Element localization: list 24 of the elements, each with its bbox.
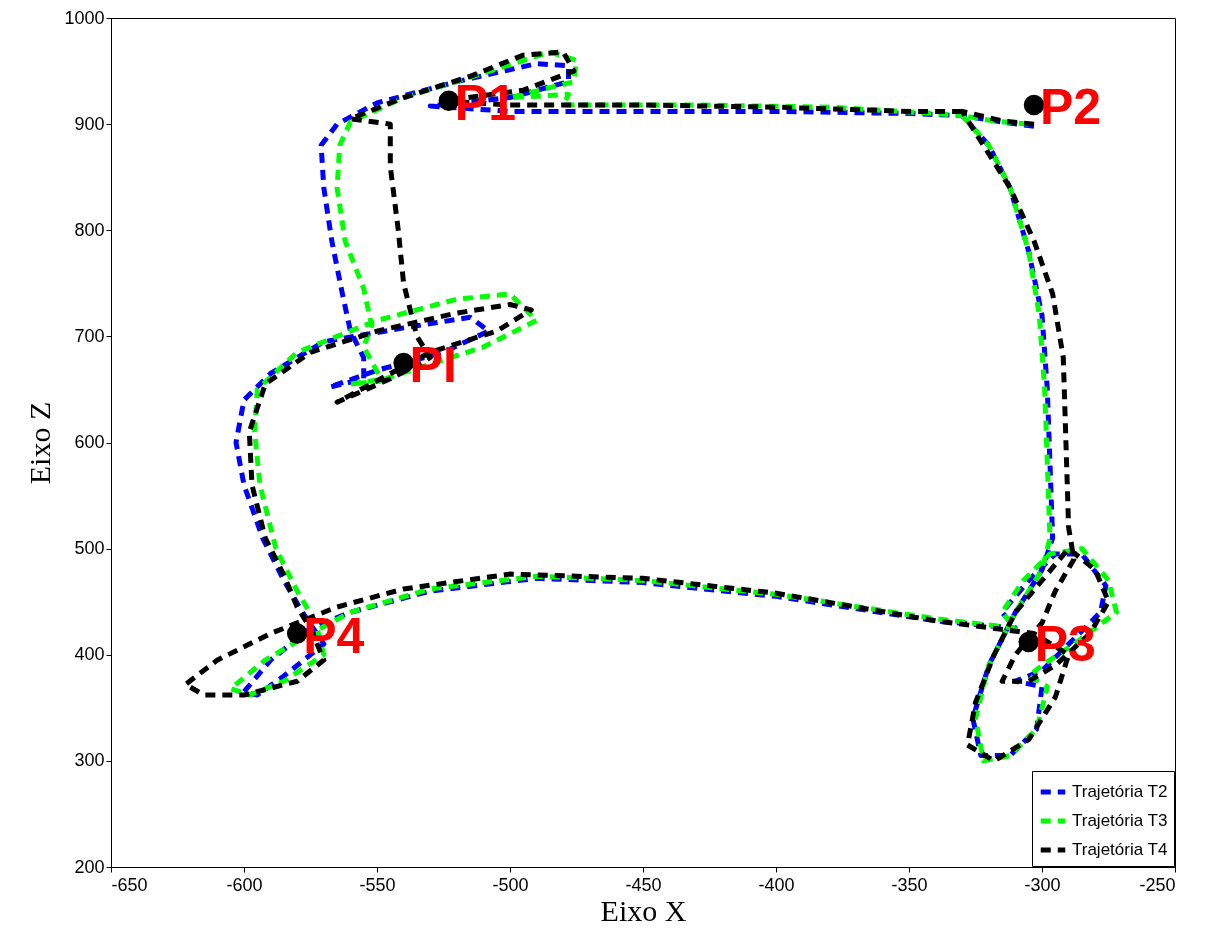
x-tick-label: -500 [492, 874, 529, 895]
y-tick-label: 500 [74, 538, 105, 559]
legend-label: Trajetória T3 [1072, 811, 1168, 830]
legend-label: Trajetória T2 [1072, 782, 1168, 801]
y-tick-label: 1000 [64, 7, 105, 28]
x-tick-label: -350 [891, 874, 928, 895]
x-tick-label: -450 [625, 874, 662, 895]
y-tick-label: 800 [74, 219, 105, 240]
y-tick-label: 900 [74, 113, 105, 134]
y-axis-title: Eixo Z [23, 401, 57, 485]
x-tick-label: -550 [359, 874, 396, 895]
annotation: P2 [1040, 79, 1102, 136]
y-tick-label: 200 [74, 856, 105, 877]
legend-label: Trajetória T4 [1072, 840, 1168, 859]
x-tick-label: -250 [1139, 874, 1176, 895]
x-tick-label: -400 [758, 874, 795, 895]
x-axis-title: Eixo X [600, 893, 687, 927]
y-tick-label: 300 [74, 750, 105, 771]
x-tick-label: -300 [1024, 874, 1061, 895]
x-tick-label: -600 [226, 874, 263, 895]
x-tick-label: -650 [111, 874, 148, 895]
y-tick-label: 700 [74, 325, 105, 346]
y-tick-label: 600 [74, 432, 105, 452]
y-tick-label: 400 [74, 644, 105, 665]
